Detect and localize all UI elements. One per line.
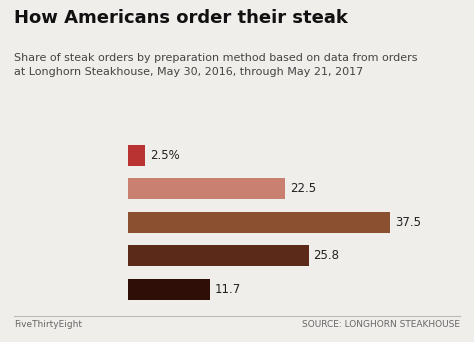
Text: 37.5: 37.5 [395,216,421,229]
Text: 22.5: 22.5 [290,182,317,195]
Text: FiveThirtyEight: FiveThirtyEight [14,320,82,329]
Bar [128,212,391,233]
Bar [128,179,285,199]
Bar [128,279,210,300]
Text: 11.7: 11.7 [215,283,241,296]
Text: 2.5%: 2.5% [150,149,180,162]
Bar [128,145,146,166]
Bar [128,246,309,266]
Text: How Americans order their steak: How Americans order their steak [14,9,348,27]
Text: 25.8: 25.8 [313,249,339,262]
Text: SOURCE: LONGHORN STEAKHOUSE: SOURCE: LONGHORN STEAKHOUSE [302,320,460,329]
Text: Share of steak orders by preparation method based on data from orders
at Longhor: Share of steak orders by preparation met… [14,53,418,77]
